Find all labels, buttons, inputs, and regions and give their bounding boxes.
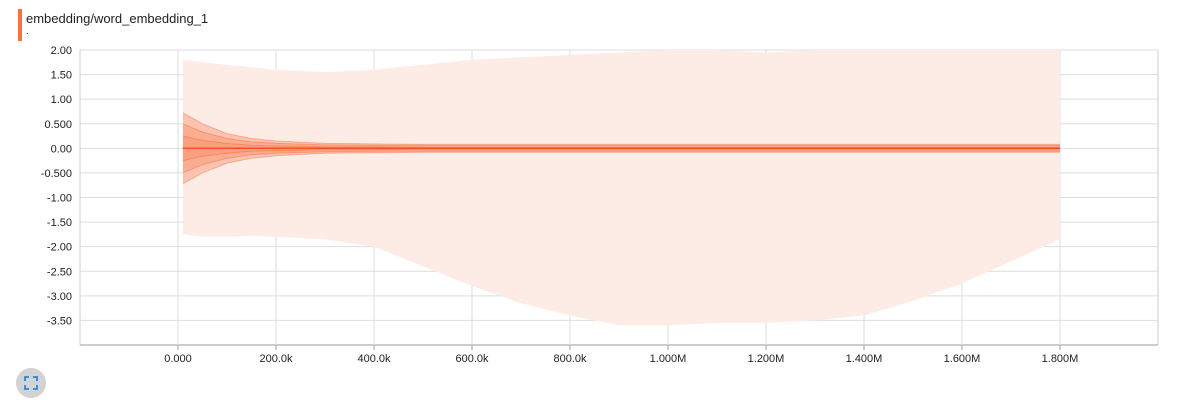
percentile-line-p31 [182, 148, 1060, 162]
y-tick-label: -3.50 [47, 315, 72, 327]
percentile-line-p69 [182, 135, 1060, 148]
fullscreen-icon [24, 376, 38, 390]
x-tick-label: 1.400M [846, 353, 883, 365]
percentile-line-p84 [182, 123, 1060, 146]
y-tick-label: -2.50 [47, 266, 72, 278]
x-axis: 0.000 200.0k 400.0k 600.0k 800.0k 1.000M 1.200… [164, 345, 1078, 365]
y-tick-label: 1.00 [51, 94, 72, 106]
y-tick-label: 1.50 [51, 70, 72, 82]
y-tick-label: -1.50 [47, 217, 72, 229]
x-tick-label: 1.600M [944, 353, 981, 365]
card-title: embedding/word_embedding_1 [26, 11, 209, 26]
percentile-line-p93 [182, 112, 1060, 145]
x-tick-label: 0.000 [164, 353, 192, 365]
x-tick-label: 1.800M [1042, 353, 1079, 365]
fullscreen-button[interactable] [16, 368, 46, 398]
card-subtitle: . [26, 26, 29, 37]
x-tick-label: 200.0k [259, 353, 293, 365]
card-accent-bar [18, 9, 22, 41]
x-tick-label: 1.000M [650, 353, 687, 365]
x-tick-label: 400.0k [357, 353, 391, 365]
x-tick-label: 800.0k [553, 353, 587, 365]
y-tick-label: 2.00 [51, 45, 72, 57]
y-tick-label: 0.500 [44, 119, 72, 131]
y-tick-label: -1.00 [47, 193, 72, 205]
percentile-line-p16 [182, 150, 1060, 174]
x-tick-label: 1.200M [748, 353, 785, 365]
y-tick-label: -2.00 [47, 242, 72, 254]
y-tick-label: -3.00 [47, 291, 72, 303]
percentile-line-p7 [182, 151, 1060, 185]
chart-bands [182, 50, 1060, 326]
y-axis: 2.00 1.50 1.00 0.500 0.00 -0.500 -1.00 -1.50 -2.… [41, 45, 72, 327]
x-tick-label: 600.0k [455, 353, 489, 365]
y-tick-label: -0.500 [41, 168, 72, 180]
band-min-max [182, 50, 1060, 326]
y-tick-label: 0.00 [51, 143, 72, 155]
